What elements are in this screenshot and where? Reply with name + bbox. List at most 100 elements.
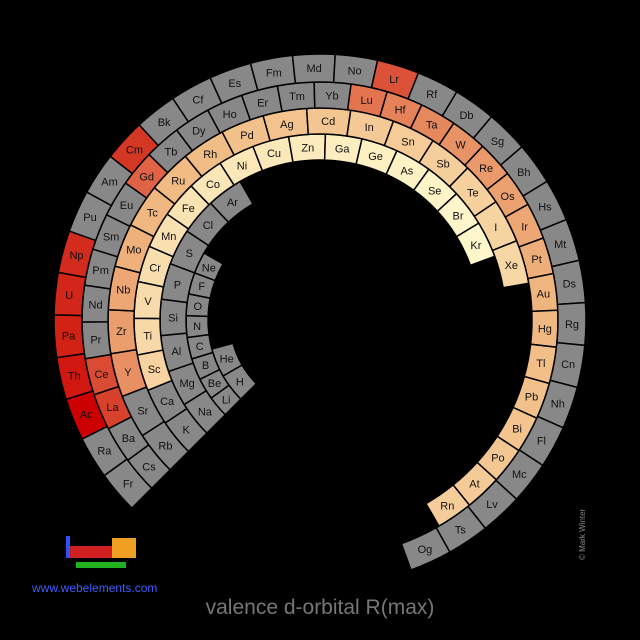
- element-cell-cn[interactable]: [549, 341, 586, 389]
- element-cell-rg[interactable]: [556, 301, 587, 347]
- website-link[interactable]: www.webelements.com: [32, 581, 158, 595]
- element-label-sc: Sc: [148, 364, 161, 376]
- element-label-rn: Rn: [440, 501, 454, 513]
- element-label-na: Na: [198, 406, 213, 418]
- element-label-fe: Fe: [182, 203, 195, 215]
- element-cell-ts[interactable]: [435, 505, 487, 554]
- element-label-u: U: [65, 290, 73, 302]
- element-label-fm: Fm: [266, 67, 282, 79]
- element-cell-fr[interactable]: [103, 458, 153, 510]
- element-cell-np[interactable]: [57, 230, 97, 279]
- element-label-er: Er: [257, 97, 268, 109]
- element-label-kr: Kr: [470, 240, 481, 252]
- element-label-rg: Rg: [565, 319, 579, 331]
- element-label-as: As: [400, 165, 413, 177]
- element-label-cl: Cl: [203, 220, 213, 232]
- element-cell-bk[interactable]: [138, 97, 190, 147]
- element-label-o: O: [194, 301, 203, 313]
- element-label-bh: Bh: [517, 167, 530, 179]
- element-label-cr: Cr: [149, 263, 161, 275]
- element-cell-fm[interactable]: [249, 54, 297, 92]
- element-label-ra: Ra: [97, 445, 112, 457]
- element-label-xe: Xe: [505, 260, 518, 272]
- element-label-v: V: [144, 296, 152, 308]
- element-label-ba: Ba: [122, 433, 136, 445]
- element-label-ac: Ac: [80, 409, 93, 421]
- element-label-ru: Ru: [171, 175, 185, 187]
- element-label-pa: Pa: [62, 330, 76, 342]
- element-cell-am[interactable]: [85, 155, 134, 207]
- element-label-ce: Ce: [94, 369, 108, 381]
- element-label-hf: Hf: [395, 105, 407, 117]
- element-label-pm: Pm: [92, 265, 109, 277]
- element-cell-lv[interactable]: [466, 479, 518, 530]
- element-label-k: K: [182, 425, 190, 437]
- element-label-li: Li: [222, 395, 231, 407]
- element-cell-bh[interactable]: [499, 145, 549, 198]
- element-cell-sg[interactable]: [472, 115, 523, 167]
- element-cell-cf[interactable]: [171, 76, 223, 123]
- element-cell-hs[interactable]: [522, 180, 568, 232]
- element-label-re: Re: [479, 163, 493, 175]
- element-cell-es[interactable]: [209, 62, 259, 105]
- element-label-hg: Hg: [538, 323, 552, 335]
- element-label-lu: Lu: [360, 95, 372, 107]
- element-cell-fl[interactable]: [518, 415, 565, 467]
- element-label-f: F: [198, 281, 205, 293]
- element-label-n: N: [193, 321, 201, 333]
- element-label-ir: Ir: [521, 221, 528, 233]
- element-label-ta: Ta: [426, 120, 439, 132]
- element-cell-nh[interactable]: [536, 379, 579, 429]
- element-label-i: I: [494, 222, 497, 234]
- element-label-zr: Zr: [116, 326, 127, 338]
- element-label-ho: Ho: [223, 109, 237, 121]
- element-label-nb: Nb: [116, 285, 130, 297]
- element-label-mt: Mt: [554, 239, 566, 251]
- element-cell-mt[interactable]: [539, 218, 581, 268]
- element-label-tm: Tm: [289, 91, 305, 103]
- element-label-ne: Ne: [202, 262, 216, 274]
- element-label-bi: Bi: [512, 423, 522, 435]
- element-cell-md[interactable]: [291, 53, 337, 85]
- element-label-he: He: [220, 354, 234, 366]
- element-label-y: Y: [124, 367, 132, 379]
- element-label-tb: Tb: [165, 146, 178, 158]
- element-cell-ac[interactable]: [65, 390, 109, 440]
- element-label-cn: Cn: [561, 359, 575, 371]
- element-label-nh: Nh: [551, 398, 565, 410]
- element-cell-ra[interactable]: [81, 425, 128, 477]
- copyright-credit: © Mark Winter: [578, 508, 587, 560]
- element-cell-ds[interactable]: [551, 259, 587, 306]
- element-cell-lr[interactable]: [370, 59, 420, 100]
- element-cell-db[interactable]: [441, 90, 493, 140]
- element-label-ti: Ti: [143, 330, 152, 342]
- element-label-ga: Ga: [335, 143, 351, 155]
- element-label-ag: Ag: [280, 119, 293, 131]
- element-cell-mc[interactable]: [494, 449, 544, 501]
- element-label-tl: Tl: [536, 358, 545, 370]
- element-label-pr: Pr: [90, 334, 101, 346]
- webelements-logo: [66, 536, 136, 568]
- element-cell-rf[interactable]: [407, 71, 458, 117]
- element-cell-u[interactable]: [53, 271, 87, 317]
- element-label-cu: Cu: [267, 148, 281, 160]
- element-cell-pu[interactable]: [68, 191, 113, 242]
- element-label-th: Th: [68, 371, 81, 383]
- element-cell-pa[interactable]: [53, 314, 86, 359]
- element-label-cs: Cs: [142, 461, 156, 473]
- element-label-ar: Ar: [227, 197, 238, 209]
- element-label-co: Co: [206, 179, 220, 191]
- element-cell-og[interactable]: [400, 526, 451, 571]
- element-label-rh: Rh: [203, 149, 217, 161]
- element-cell-th[interactable]: [55, 352, 94, 401]
- element-label-cd: Cd: [321, 116, 335, 128]
- element-label-sr: Sr: [137, 406, 148, 418]
- element-label-p: P: [174, 279, 181, 291]
- element-label-yb: Yb: [325, 90, 338, 102]
- element-label-bk: Bk: [158, 117, 171, 129]
- element-cell-cm[interactable]: [109, 123, 160, 175]
- element-cell-no[interactable]: [332, 53, 379, 89]
- element-label-te: Te: [467, 187, 479, 199]
